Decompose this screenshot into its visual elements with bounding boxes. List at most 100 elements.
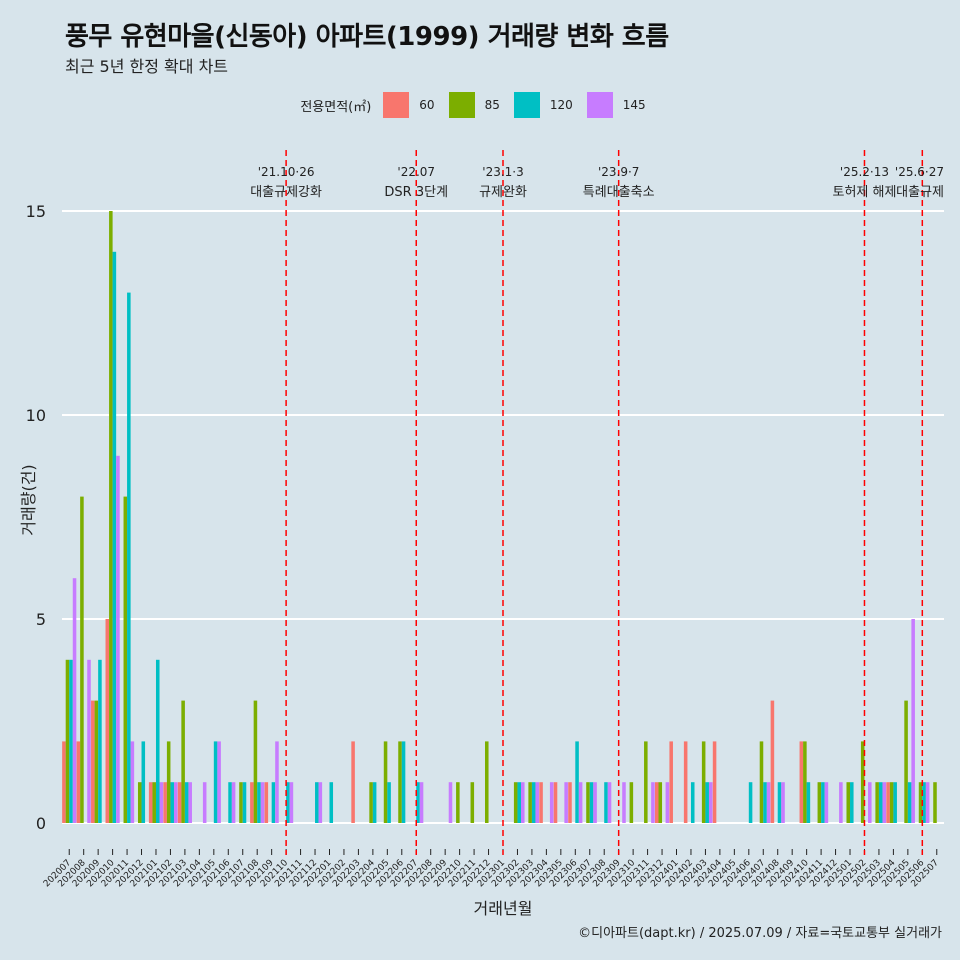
bar-85-202302	[513, 782, 518, 823]
bar-120-202207	[416, 782, 420, 823]
source-caption: ©디아파트(dapt.kr) / 2025.07.09 / 자료=국토교통부 실…	[578, 926, 942, 941]
bar-85-202410	[803, 741, 807, 823]
bar-85-202503	[875, 782, 879, 823]
bar-60-202101	[148, 782, 153, 823]
bar-145-202407	[766, 782, 771, 823]
y-tick-label-0: 0	[36, 814, 46, 833]
bar-85-202403	[701, 741, 706, 823]
legend-label-85: 85	[484, 98, 500, 112]
bar-85-202008	[80, 496, 84, 823]
bar-85-202206	[398, 741, 402, 823]
event-date-0: '21.10·26	[258, 165, 315, 179]
bar-120-202408	[777, 782, 782, 823]
legend-item-60: 60	[383, 92, 435, 118]
bar-145-202304	[549, 782, 554, 823]
legend-label-60: 60	[419, 98, 435, 112]
y-axis-title: 거래량(건)	[19, 464, 38, 535]
bar-145-202312	[665, 782, 670, 823]
bar-120-202406	[748, 782, 753, 823]
bar-145-202309	[622, 782, 626, 823]
bar-145-202103	[188, 782, 192, 823]
bar-120-202206	[401, 741, 406, 823]
bar-85-202107	[239, 782, 243, 823]
bar-120-202410	[806, 782, 811, 823]
legend-swatch-145	[586, 92, 613, 118]
bar-145-202102	[173, 782, 178, 823]
event-date-5: '25.6·27	[895, 165, 944, 179]
bar-60-202007	[62, 741, 66, 823]
bar-85-202102	[166, 741, 171, 823]
bar-85-202108	[253, 700, 258, 823]
bar-120-202112	[315, 782, 319, 823]
legend-label-120: 120	[549, 98, 573, 112]
bar-120-202109	[271, 782, 276, 823]
chart-subtitle: 최근 5년 한정 확대 차트	[65, 57, 229, 76]
event-date-1: '22.07	[397, 165, 435, 179]
legend-item-145: 145	[586, 92, 646, 118]
bar-120-202105	[213, 741, 218, 823]
bar-85-202307	[586, 782, 590, 823]
event-date-3: '23.9·7	[598, 165, 639, 179]
legend-swatch-60	[383, 92, 410, 118]
event-date-2: '23.1·3	[482, 165, 523, 179]
bar-120-202407	[763, 782, 767, 823]
bar-85-202501	[846, 782, 851, 823]
bar-85-202507	[933, 782, 937, 823]
bar-60-202408	[770, 700, 775, 823]
bar-145-202302	[521, 782, 525, 823]
legend-swatch-120	[513, 92, 540, 118]
bar-60-202008	[76, 741, 81, 823]
bar-120-202108	[257, 782, 261, 823]
bar-60-202410	[799, 741, 804, 823]
bar-120-202302	[517, 782, 522, 823]
bar-120-202107	[242, 782, 247, 823]
bar-145-202403	[708, 782, 713, 823]
y-tick-label-15: 15	[26, 202, 46, 221]
bar-120-202102	[170, 782, 174, 823]
bar-85-202007	[65, 659, 70, 823]
event-label-0: 대출규제강화	[250, 185, 322, 200]
bar-145-202411	[824, 782, 829, 823]
bar-60-202504	[886, 782, 890, 823]
bar-85-202310	[629, 782, 634, 823]
bar-145-202408	[781, 782, 785, 823]
bar-145-202101	[159, 782, 164, 823]
event-label-2: 규제완화	[479, 185, 527, 200]
bar-145-202104	[202, 782, 207, 823]
bar-60-202402	[683, 741, 688, 823]
legend-item-85: 85	[448, 92, 500, 118]
bar-120-202307	[589, 782, 594, 823]
bar-85-202411	[817, 782, 822, 823]
bar-145-202109	[275, 741, 279, 823]
bar-120-202009	[98, 659, 102, 823]
bar-145-202506	[925, 782, 930, 823]
event-label-5: 대출규제	[896, 185, 944, 200]
bar-120-202101	[155, 659, 160, 823]
bar-145-202008	[87, 659, 91, 823]
bar-85-202009	[94, 700, 99, 823]
bar-120-202204	[372, 782, 377, 823]
y-tick-label-5: 5	[36, 610, 46, 629]
bar-145-202106	[231, 782, 236, 823]
bar-120-202506	[922, 782, 926, 823]
bar-85-202502	[860, 741, 865, 823]
bar-85-202101	[152, 782, 156, 823]
bar-120-202402	[690, 782, 695, 823]
event-label-3: 특례대출축소	[583, 185, 655, 200]
bar-60-202203	[351, 741, 355, 823]
bar-145-202308	[607, 782, 612, 823]
bar-85-202204	[369, 782, 373, 823]
bar-120-202306	[575, 741, 579, 823]
bar-120-202007	[69, 659, 73, 823]
bar-120-202103	[184, 782, 189, 823]
bar-145-202502	[868, 782, 872, 823]
bar-85-202506	[918, 782, 923, 823]
bar-120-202503	[878, 782, 883, 823]
bar-120-202012	[141, 741, 146, 823]
bar-60-202103	[177, 782, 182, 823]
bar-60-202108	[250, 782, 254, 823]
bar-85-202210	[456, 782, 460, 823]
bar-145-202307	[593, 782, 597, 823]
bar-145-202105	[217, 741, 221, 823]
bar-85-202312	[658, 782, 663, 823]
